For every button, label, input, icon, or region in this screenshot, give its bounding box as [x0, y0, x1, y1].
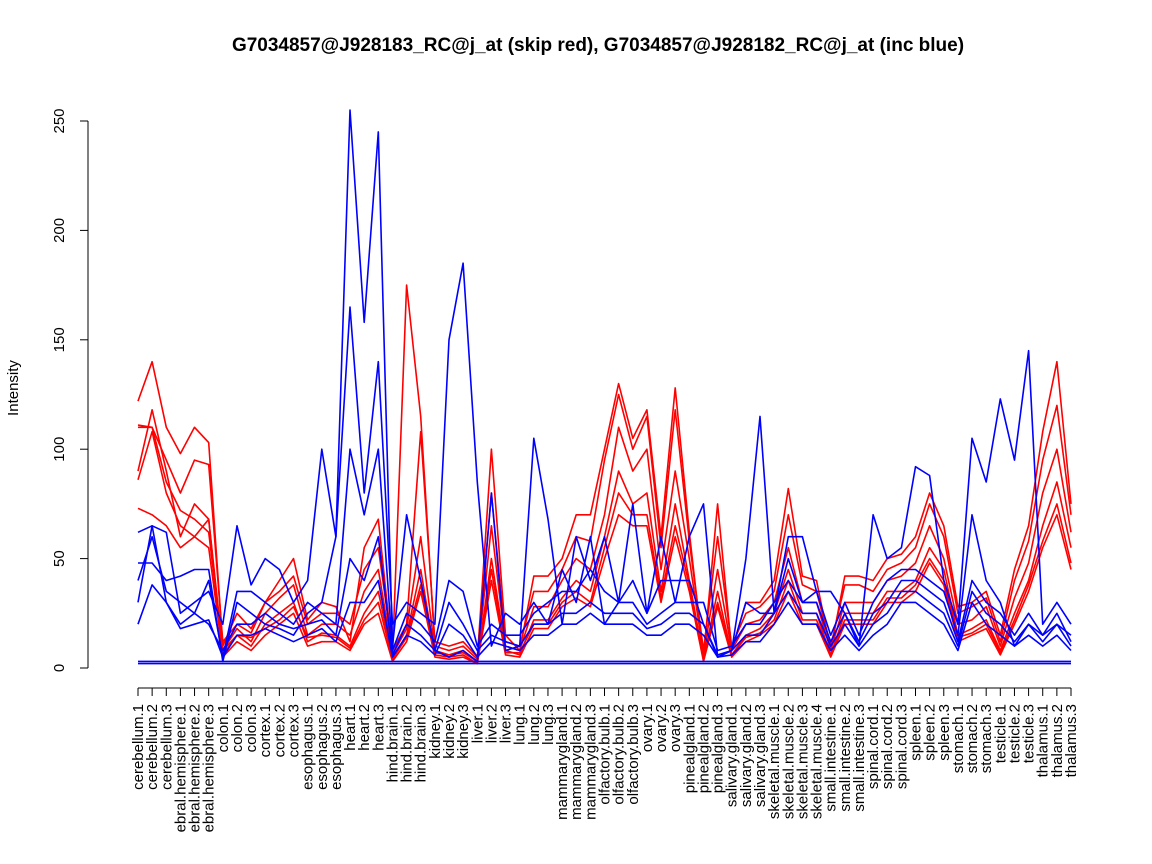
x-tick-label: salivary.gland.1 [724, 704, 741, 807]
x-tick-label: stomach.2 [964, 704, 981, 773]
x-tick-label: hind.brain.1 [384, 704, 401, 782]
x-tick-label: olfactory.bulb.1 [597, 704, 614, 805]
x-tick-label: skeletal.muscle.4 [809, 704, 826, 819]
y-tick-label: 100 [51, 437, 68, 462]
x-tick-label: heart.1 [342, 704, 359, 751]
x-tick-label: cortex.3 [286, 704, 303, 757]
y-tick-label: 250 [51, 108, 68, 133]
y-tick-label: 150 [51, 327, 68, 352]
x-tick-label: spinal.cord.2 [879, 704, 896, 789]
x-tick-label: salivary.gland.2 [738, 704, 755, 807]
x-tick-label: spleen.3 [936, 704, 953, 761]
x-tick-label: testicle.3 [1021, 704, 1038, 763]
x-tick-label: kidney.2 [441, 704, 458, 759]
x-tick-label: kidney.1 [427, 704, 444, 759]
x-tick-label: mammarygland.2 [568, 704, 585, 820]
x-tick-label: cerebellum.2 [144, 704, 161, 790]
y-tick-label: 200 [51, 218, 68, 243]
x-tick-label: pinealgland.3 [710, 704, 727, 793]
x-tick-label: ebral.hemisphere.1 [172, 704, 189, 832]
x-tick-label: liver.2 [483, 704, 500, 743]
y-axis: 0 50 100 150 200 250 [51, 108, 89, 672]
x-tick-label: pinealgland.1 [681, 704, 698, 793]
x-tick-label: small.intestine.3 [851, 704, 868, 812]
x-tick-label: lung.2 [526, 704, 543, 745]
x-tick-label: lung.3 [540, 704, 557, 745]
x-tick-label: testicle.2 [1006, 704, 1023, 763]
x-tick-label: spleen.2 [922, 704, 939, 761]
x-tick-label: cerebellum.1 [130, 704, 147, 790]
x-tick-label: liver.1 [469, 704, 486, 743]
y-axis-label: Intensity [5, 360, 22, 416]
x-tick-label: salivary.gland.3 [752, 704, 769, 807]
x-tick-label: small.intestine.1 [823, 704, 840, 812]
x-tick-label: mammarygland.3 [582, 704, 599, 820]
x-tick-label: spleen.1 [908, 704, 925, 761]
skip-red-series-line [138, 393, 1072, 658]
x-tick-label: thalamus.2 [1049, 704, 1066, 777]
x-tick-label: kidney.3 [455, 704, 472, 759]
x-tick-label: cortex.2 [271, 704, 288, 757]
x-tick-label: hind.brain.3 [413, 704, 430, 782]
x-tick-label: stomach.1 [950, 704, 967, 773]
x-tick-label: heart.2 [356, 704, 373, 751]
x-tick-label: hind.brain.2 [399, 704, 416, 782]
y-tick-label: 50 [51, 550, 68, 567]
x-tick-label: skeletal.muscle.3 [794, 704, 811, 819]
inc-blue-series-line [137, 535, 1072, 656]
x-tick-label: ebral.hemisphere.3 [201, 704, 218, 832]
x-tick-label: colon.2 [229, 704, 246, 752]
x-tick-label: spinal.cord.1 [865, 704, 882, 789]
y-tick-label: 0 [51, 664, 68, 672]
x-tick-label: heart.3 [370, 704, 387, 751]
x-axis: cerebellum.1cerebellum.2cerebellum.3ebra… [130, 687, 1080, 832]
series-lines [137, 109, 1072, 665]
x-tick-label: cortex.1 [257, 704, 274, 757]
inc-blue-series-line [137, 524, 1072, 658]
x-tick-label: thalamus.1 [1035, 704, 1052, 777]
x-tick-label: ovary.2 [653, 704, 670, 752]
x-tick-label: liver.3 [498, 704, 515, 743]
x-tick-label: lung.1 [512, 704, 529, 745]
x-tick-label: colon.3 [243, 704, 260, 752]
skip-red-series-line [137, 408, 1072, 663]
x-tick-label: olfactory.bulb.2 [611, 704, 628, 805]
x-tick-label: skeletal.muscle.2 [780, 704, 797, 819]
skip-red-series-line [137, 424, 1072, 663]
x-tick-label: ovary.3 [667, 704, 684, 752]
x-tick-label: esophagus.2 [314, 704, 331, 790]
x-tick-label: esophagus.1 [300, 704, 317, 790]
x-tick-label: skeletal.muscle.1 [766, 704, 783, 819]
inc-blue-series-line [137, 109, 1072, 663]
skip-red-series-line [137, 284, 1072, 661]
inc-blue-series-line [137, 448, 1072, 658]
x-tick-label: thalamus.3 [1063, 704, 1080, 777]
x-tick-label: small.intestine.2 [837, 704, 854, 812]
chart-title: G7034857@J928183_RC@j_at (skip red), G70… [232, 35, 964, 56]
x-tick-label: ebral.hemisphere.2 [187, 704, 204, 832]
x-tick-label: esophagus.3 [328, 704, 345, 790]
x-tick-label: colon.1 [215, 704, 232, 752]
x-tick-label: mammarygland.1 [554, 704, 571, 820]
x-tick-label: testicle.1 [992, 704, 1009, 763]
x-tick-label: cerebellum.3 [158, 704, 175, 790]
x-tick-label: stomach.3 [978, 704, 995, 773]
x-tick-label: pinealgland.2 [695, 704, 712, 793]
x-tick-label: spinal.cord.3 [893, 704, 910, 789]
x-tick-label: ovary.1 [639, 704, 656, 752]
x-tick-label: olfactory.bulb.3 [625, 704, 642, 805]
